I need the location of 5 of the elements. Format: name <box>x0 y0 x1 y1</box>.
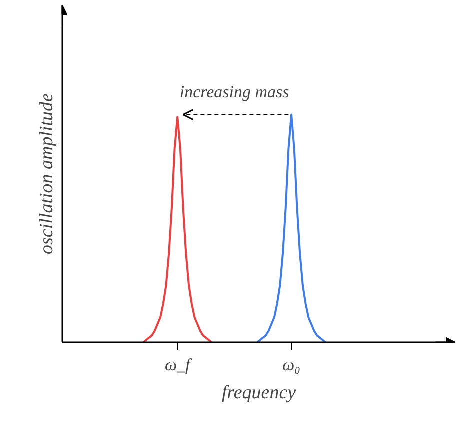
x-tick-label: ω₀ <box>282 356 301 374</box>
text: increasing mass <box>180 82 290 102</box>
x-tick-label: ω_f <box>165 356 193 374</box>
y-axis-title: oscillation amplitude <box>36 94 58 254</box>
x-axis-title: frequency <box>222 382 297 404</box>
